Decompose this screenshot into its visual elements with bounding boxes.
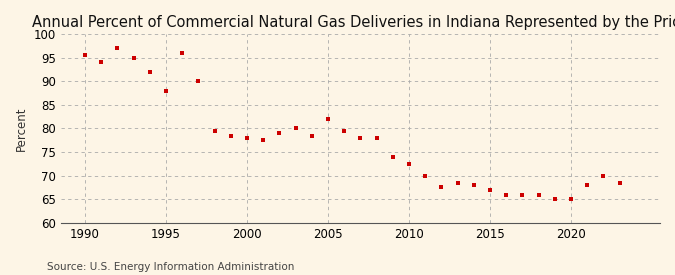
Point [96, 60, 107, 64]
Point [566, 197, 576, 202]
Point [387, 155, 398, 159]
Point [193, 79, 204, 83]
Point [177, 51, 188, 55]
Point [598, 174, 609, 178]
Point [533, 192, 544, 197]
Point [614, 181, 625, 185]
Point [128, 55, 139, 60]
Text: Source: U.S. Energy Information Administration: Source: U.S. Energy Information Administ… [47, 262, 294, 272]
Point [290, 126, 301, 131]
Point [501, 192, 512, 197]
Point [371, 136, 382, 140]
Point [258, 138, 269, 142]
Point [420, 174, 431, 178]
Point [144, 70, 155, 74]
Point [225, 133, 236, 138]
Point [549, 197, 560, 202]
Point [436, 185, 447, 190]
Title: Annual Percent of Commercial Natural Gas Deliveries in Indiana Represented by th: Annual Percent of Commercial Natural Gas… [32, 15, 675, 30]
Y-axis label: Percent: Percent [15, 106, 28, 151]
Point [339, 129, 350, 133]
Point [323, 117, 333, 121]
Point [404, 162, 414, 166]
Point [161, 89, 171, 93]
Point [452, 181, 463, 185]
Point [306, 133, 317, 138]
Point [485, 188, 495, 192]
Point [209, 129, 220, 133]
Point [274, 131, 285, 135]
Point [112, 46, 123, 50]
Point [517, 192, 528, 197]
Point [242, 136, 252, 140]
Point [355, 136, 366, 140]
Point [80, 53, 90, 57]
Point [468, 183, 479, 187]
Point [582, 183, 593, 187]
